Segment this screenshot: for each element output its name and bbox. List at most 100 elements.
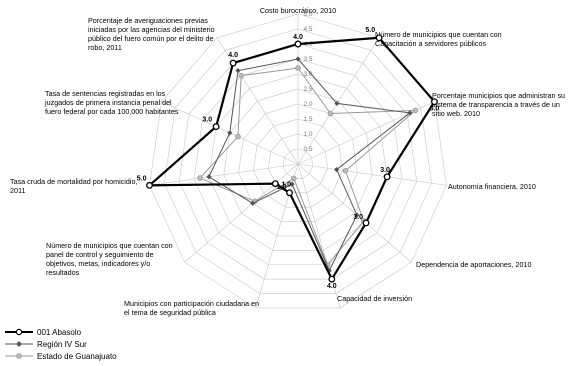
grid-ring-1 (282, 148, 314, 179)
series-0-point (271, 180, 279, 188)
axis-label: resultados (46, 268, 80, 277)
series-1-point (354, 212, 360, 218)
grid-spoke-4 (297, 163, 412, 263)
grid-ring-4 (238, 103, 358, 222)
axis-label: Porcentaje municipios que administran su (432, 91, 565, 100)
series-0-point (294, 40, 302, 48)
axis-label: Número de municipios que cuentan con (46, 241, 173, 250)
axis-label: Autonomía financiera, 2010 (448, 182, 536, 191)
series-0-point (286, 189, 293, 197)
grid-spoke-8 (149, 163, 299, 186)
legend: 001 Abasolo Región IV Sur Estado de Guan… (4, 326, 117, 362)
series-0-point (383, 173, 391, 181)
data-label: 5.0 (137, 175, 147, 182)
radial-tick-label: 2.5 (303, 86, 312, 93)
radial-tick-label: 0.5 (303, 146, 312, 153)
grid-ring-5 (223, 88, 373, 237)
axis-label: robo, 2011 (88, 43, 122, 52)
series-0-point (430, 98, 438, 106)
data-label: 4.0 (228, 52, 238, 59)
series-0-point (212, 123, 220, 131)
series-1-point (235, 68, 241, 74)
axis-label: sitio web. 2010 (432, 109, 480, 118)
axis-label: 2011 (10, 186, 25, 195)
grid-ring-7 (193, 58, 403, 266)
series-0-point (328, 275, 336, 283)
axis-label: Tasa de sentencias registradas en los (45, 89, 166, 98)
axis-label: Capacidad de inversión (337, 294, 412, 303)
axis-label: Tasa cruda de mortalidad por homicidio, (10, 177, 137, 186)
series-1-point (289, 181, 295, 187)
grid-ring-9 (164, 28, 432, 294)
radial-tick-label: 3.0 (303, 71, 312, 78)
data-label: 1.0 (277, 184, 287, 191)
series-1-point (206, 174, 212, 180)
series-1-point (250, 200, 256, 206)
series-line-2 (199, 67, 417, 266)
axis-label: Dependencia de aportaciones, 2010 (416, 260, 532, 269)
series-1-point (227, 130, 233, 136)
series-2-point (412, 107, 419, 114)
axis-label: sistema de transparencia a través de un (432, 100, 560, 109)
grid-spoke-7 (184, 163, 299, 263)
legend-label-abasolo: 001 Abasolo (37, 327, 82, 337)
series-1-point (334, 100, 340, 107)
radial-tick-label: 5.0 (303, 11, 312, 18)
axis-label: Costo burocrático, 2010 (260, 6, 336, 15)
axis-label: Porcentaje de averiguaciones previas (88, 16, 208, 25)
data-label: 5.0 (365, 27, 375, 34)
series-2-point (342, 168, 349, 174)
series-1-point (334, 166, 340, 173)
legend-item-region: Región IV Sur (4, 338, 117, 350)
grid-spoke-5 (297, 163, 341, 309)
series-0-point (375, 34, 383, 42)
series-0-point (146, 181, 153, 189)
legend-item-estado: Estado de Guanajuato (4, 350, 117, 362)
radial-tick-label: 1.0 (303, 131, 312, 138)
axis-label: objetivos, metas, indicadores y/o (46, 259, 150, 268)
axis-label: el tema de seguridad pública (124, 308, 216, 317)
grid-ring-6 (208, 73, 388, 251)
data-label: 3.0 (353, 214, 363, 221)
grid-spoke-10 (216, 37, 299, 165)
series-2-point (295, 65, 301, 71)
legend-swatch-abasolo (5, 328, 33, 336)
legend-swatch-estado (5, 353, 33, 359)
series-0-point (362, 219, 370, 227)
radial-tick-label: 4.5 (303, 26, 312, 33)
axis-label: Número de municipios que cuentan con (375, 30, 502, 39)
radial-tick-label: 4.0 (303, 41, 312, 48)
grid-spoke-3 (297, 163, 447, 186)
axis-label: panel de control y seguimiento de (46, 250, 153, 259)
grid-spoke-6 (255, 163, 299, 309)
grid-ring-3 (253, 118, 343, 208)
series-0-point (229, 59, 237, 67)
axis-label: fuero federal por cada 100,000 habitante… (45, 107, 179, 116)
legend-item-abasolo: 001 Abasolo (4, 326, 117, 338)
grid-ring-2 (267, 133, 329, 194)
axis-label: público del fuero común por el delito de (88, 34, 213, 43)
axis-label: juzgados de primera instancia penal del (44, 98, 172, 107)
radial-tick-label: 2.0 (303, 101, 312, 108)
series-2-point (238, 72, 245, 79)
legend-swatch-region (5, 341, 33, 347)
legend-label-estado: Estado de Guanajuato (37, 351, 117, 361)
axis-label: Municipios con participación ciudadana e… (124, 299, 259, 308)
data-label: 4.0 (327, 283, 337, 290)
series-2-point (327, 110, 334, 117)
grid-ring-8 (178, 43, 418, 280)
grid-spoke-1 (297, 37, 380, 165)
series-2-point (290, 175, 297, 182)
axis-label: Capacitación a servidores públicos (375, 39, 486, 48)
series-2-point (197, 175, 203, 181)
data-label: 3.0 (380, 167, 390, 174)
series-line-0 (146, 36, 436, 282)
series-2-point (235, 133, 241, 140)
data-label: 3.0 (202, 117, 212, 124)
series-1-point (407, 110, 413, 116)
data-label: 4.0 (293, 34, 303, 41)
series-1-point (295, 56, 301, 62)
data-label: 5.0 (430, 106, 440, 113)
axis-label: iniciadas por las agencias del ministeri… (88, 25, 215, 34)
radial-tick-label: 1.5 (303, 116, 312, 123)
